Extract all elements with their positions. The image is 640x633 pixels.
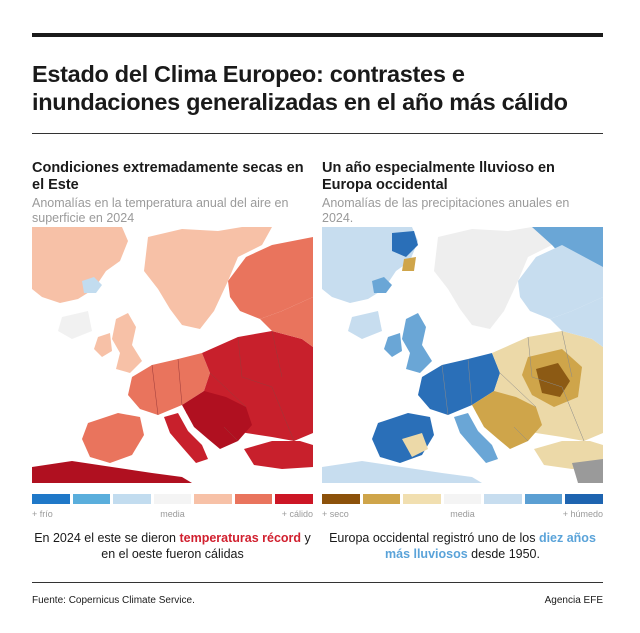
precipitation-panel-subtitle: Anomalías de las precipitaciones anuales…: [322, 196, 570, 225]
caption-text: y en el oeste fueron cálidas: [101, 531, 311, 561]
temp-anatolia: [244, 441, 313, 469]
legend-low-label: + frío: [32, 509, 53, 519]
legend-swatch: [72, 494, 111, 504]
caption-text: desde 1950.: [467, 547, 540, 561]
precip-britain: [402, 313, 432, 373]
legend-swatch: [362, 494, 401, 504]
caption-text: Europa occidental registró uno de los: [329, 531, 539, 545]
caption-text: En 2024 el este se dieron: [34, 531, 180, 545]
temperature-legend-swatches: [32, 494, 314, 504]
legend-high-label: + húmedo: [562, 509, 603, 519]
temp-russia-east: [260, 297, 313, 347]
precip-ukraine-core: [536, 363, 570, 397]
agency-credit: Agencia EFE: [544, 595, 603, 606]
temperature-panel-title: Condiciones extremadamente secas en el E…: [32, 160, 304, 193]
precip-greenland-dry: [402, 257, 416, 271]
precip-border-lines: [441, 330, 585, 442]
legend-mid-label: media: [450, 509, 475, 519]
temp-border-lines: [151, 330, 295, 442]
legend-low-label: + seco: [322, 509, 349, 519]
source-credit: Fuente: Copernicus Climate Service.: [32, 595, 195, 606]
temperature-anomaly-map: [32, 227, 313, 483]
precipitation-caption: Europa occidental registró uno de los di…: [322, 530, 603, 562]
precip-iberia-dry: [402, 433, 428, 457]
precipitation-anomaly-map: [322, 227, 603, 483]
legend-swatch: [275, 494, 314, 504]
temp-scandinavia: [144, 227, 272, 329]
temp-italy: [164, 413, 208, 463]
precipitation-legend-labels: + seco media + húmedo: [322, 509, 603, 523]
legend-swatch: [565, 494, 604, 504]
footer-divider: [32, 582, 603, 583]
legend-swatch: [524, 494, 563, 504]
legend-swatch: [443, 494, 482, 504]
precipitation-map-svg: [322, 227, 603, 483]
legend-swatch: [403, 494, 441, 504]
temperature-panel-subtitle: Anomalías en la temperatura anual del ai…: [32, 196, 289, 225]
precipitation-legend-swatches: [322, 494, 604, 504]
legend-swatch: [32, 494, 70, 504]
precip-italy: [454, 413, 498, 463]
precip-west-europe: [418, 353, 500, 415]
precip-north-russia: [532, 227, 603, 267]
caption-highlight: temperaturas récord: [179, 531, 302, 545]
legend-swatch: [113, 494, 151, 504]
temperature-legend-labels: + frío media + cálido: [32, 509, 313, 523]
precipitation-panel-header: Un año especialmente lluvioso en Europa …: [322, 160, 603, 226]
legend-high-label: + cálido: [281, 509, 313, 519]
temp-finland: [228, 237, 313, 319]
temperature-map-svg: [32, 227, 313, 483]
header-divider: [32, 133, 603, 134]
precip-balkans: [472, 391, 542, 449]
temp-britain: [112, 313, 142, 373]
precip-scandinavia: [434, 227, 562, 329]
temp-north-africa: [32, 461, 192, 483]
caption-highlight: diez años más lluviosos: [385, 531, 596, 561]
legend-swatch: [322, 494, 360, 504]
temp-ireland: [94, 333, 112, 357]
legend-mid-label: media: [160, 509, 185, 519]
legend-swatch: [484, 494, 522, 504]
temp-west-europe: [128, 353, 210, 415]
temp-balkans: [182, 391, 252, 449]
precipitation-legend: + seco media + húmedo: [322, 494, 604, 523]
legend-swatch: [234, 494, 273, 504]
temp-atlantic-neutral: [58, 311, 92, 339]
temperature-caption: En 2024 el este se dieron temperaturas r…: [32, 530, 313, 562]
precip-ireland: [384, 333, 402, 357]
temp-greenland: [32, 227, 128, 303]
precip-greenland-wet: [392, 231, 418, 257]
top-rule: [32, 33, 603, 37]
temp-iceland: [82, 277, 102, 293]
precip-anatolia-grey: [572, 459, 603, 483]
legend-swatch: [153, 494, 192, 504]
precip-north-africa: [322, 461, 482, 483]
precipitation-panel-title: Un año especialmente lluvioso en Europa …: [322, 160, 555, 193]
temperature-panel-header: Condiciones extremadamente secas en el E…: [32, 160, 313, 226]
temperature-legend: + frío media + cálido: [32, 494, 314, 523]
precip-russia-east: [550, 297, 603, 347]
precip-iceland: [372, 277, 392, 293]
legend-swatch: [194, 494, 232, 504]
precip-atlantic-patch: [348, 311, 382, 339]
precip-finland: [518, 245, 603, 319]
temp-iberia: [82, 413, 144, 463]
headline: Estado del Clima Europeo: contrastes e i…: [32, 61, 568, 115]
